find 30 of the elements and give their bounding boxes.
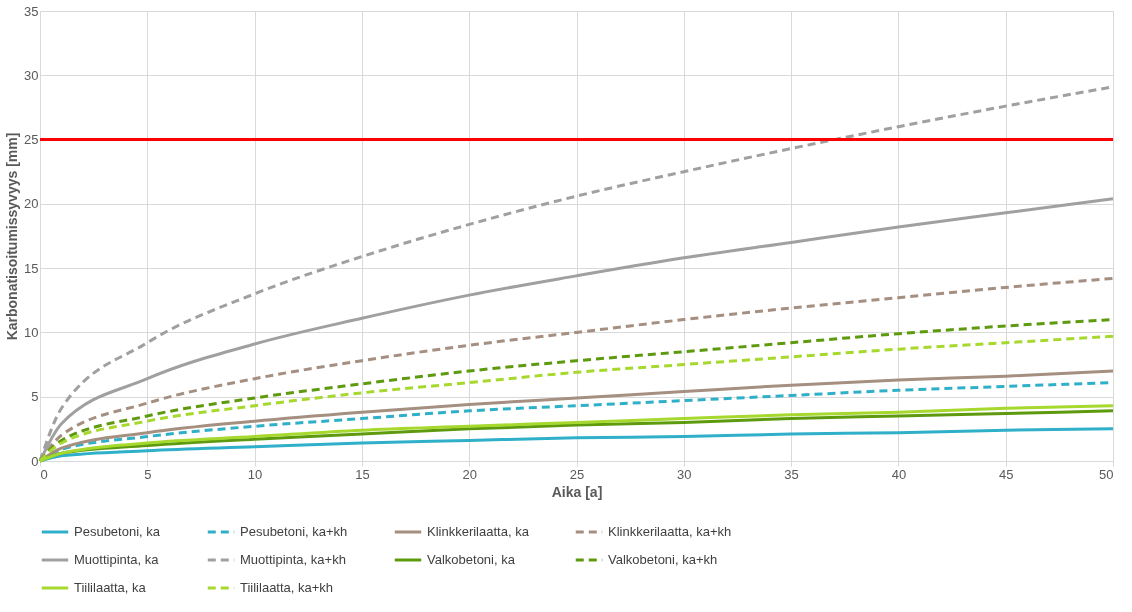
- legend-label: Muottipinta, ka+kh: [240, 552, 346, 567]
- legend-label: Pesubetoni, ka+kh: [240, 524, 348, 539]
- legend-label: Tiililaatta, ka: [74, 580, 147, 595]
- legend-label: Klinkkerilaatta, ka: [427, 524, 530, 539]
- y-tick-label: 35: [24, 3, 39, 19]
- y-tick-label: 20: [24, 196, 39, 212]
- y-tick-label: 5: [31, 389, 39, 405]
- y-axis-title: Karbonatisoitumissyvyys [mm]: [4, 132, 21, 341]
- y-tick-label: 15: [24, 260, 39, 276]
- x-tick-label: 20: [462, 466, 477, 482]
- x-tick-label: 50: [1099, 466, 1114, 482]
- x-tick-label: 45: [998, 466, 1014, 482]
- y-tick-label: 30: [24, 67, 39, 83]
- y-tick-label: 10: [24, 324, 39, 340]
- x-tick-label: 30: [677, 466, 692, 482]
- x-tick-label: 5: [144, 466, 152, 482]
- x-tick-label: 25: [569, 466, 585, 482]
- legend-label: Valkobetoni, ka+kh: [608, 552, 718, 567]
- x-tick-label: 35: [784, 466, 799, 482]
- legend-label: Pesubetoni, ka: [74, 524, 161, 539]
- legend-label: Valkobetoni, ka: [427, 552, 516, 567]
- legend-label: Klinkkerilaatta, ka+kh: [608, 524, 732, 539]
- y-tick-label: 25: [24, 132, 39, 148]
- x-tick-label: 40: [891, 466, 907, 482]
- legend-label: Tiililaatta, ka+kh: [240, 580, 334, 595]
- x-tick-label: 15: [355, 466, 370, 482]
- x-axis-title: Aika [a]: [551, 483, 603, 500]
- x-tick-label: 10: [247, 466, 263, 482]
- y-tick-label: 0: [31, 453, 39, 469]
- legend-label: Muottipinta, ka: [74, 552, 160, 567]
